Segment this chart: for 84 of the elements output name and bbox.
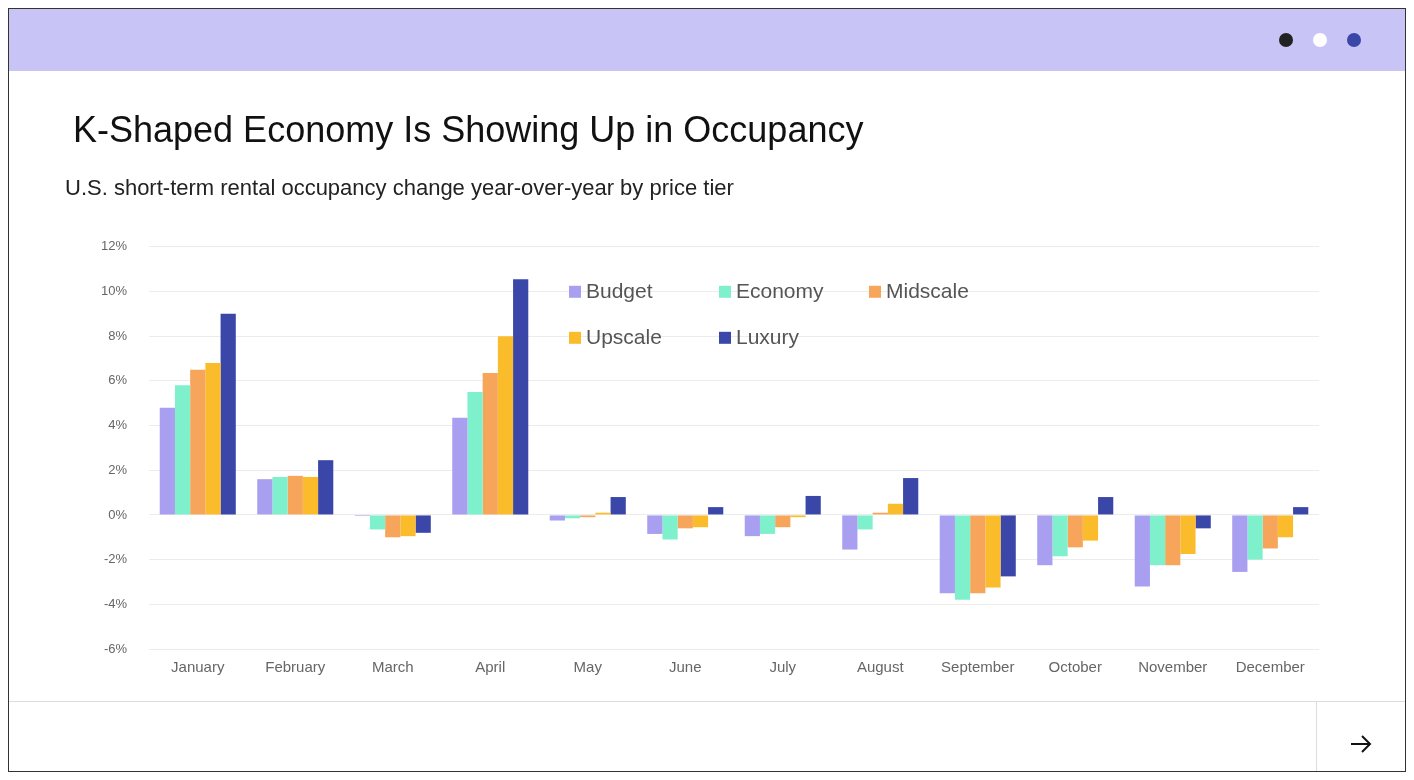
y-tick-label: 4%: [108, 417, 128, 433]
bar: [1180, 515, 1196, 555]
bar: [272, 476, 288, 515]
y-tick-label: 2%: [108, 461, 128, 477]
bar: [1247, 515, 1263, 560]
bar: [1082, 515, 1099, 541]
bar: [1067, 515, 1083, 548]
bar: [805, 495, 821, 515]
x-tick-label: August: [856, 658, 905, 676]
bar: [887, 503, 904, 515]
y-tick-label: -2%: [103, 551, 128, 567]
bar: [1165, 515, 1181, 566]
bar: [1037, 515, 1053, 566]
bar: [1098, 497, 1114, 515]
bar: [452, 417, 468, 515]
x-tick-label: April: [475, 658, 506, 676]
bar: [1232, 515, 1248, 572]
y-tick-label: -6%: [103, 640, 128, 656]
x-tick-label: February: [265, 658, 326, 676]
x-tick-label: March: [371, 658, 414, 676]
y-tick-label: -4%: [103, 595, 128, 611]
x-tick-label: July: [769, 658, 797, 676]
bar: [1262, 515, 1278, 549]
bar: [564, 515, 581, 519]
bar: [190, 369, 206, 515]
bar: [1195, 515, 1211, 529]
bar: [302, 476, 319, 515]
y-tick-label: 6%: [108, 372, 128, 388]
bar: [744, 515, 760, 537]
bar: [159, 407, 175, 515]
bar: [647, 515, 663, 534]
bar: [775, 515, 791, 528]
bar: [467, 392, 483, 515]
bar: [287, 475, 303, 515]
bar: [318, 460, 334, 515]
bar: [482, 373, 498, 515]
legend-label: Budget: [586, 278, 653, 302]
chart-subtitle: U.S. short-term rental occupancy change year-over-year by price tier: [65, 175, 734, 201]
bar: [220, 313, 236, 515]
bar: [692, 515, 709, 528]
bar: [369, 515, 386, 530]
x-tick-label: September: [941, 658, 1015, 676]
bar: [1149, 515, 1166, 566]
bar: [415, 515, 431, 533]
y-tick-label: 10%: [100, 283, 128, 299]
bar: [677, 515, 693, 529]
y-tick-label: 8%: [108, 327, 128, 343]
bar: [1134, 515, 1150, 587]
legend-label: Midscale: [886, 278, 969, 302]
bar: [939, 515, 955, 594]
bar: [257, 479, 273, 515]
bar: [610, 497, 626, 515]
bar: [385, 515, 401, 538]
x-tick-label: June: [668, 658, 702, 676]
bar: [497, 336, 514, 515]
bar: [857, 515, 873, 530]
bar: [174, 385, 191, 515]
bar: [1000, 515, 1016, 577]
legend-label: Upscale: [586, 324, 662, 348]
chart-title: K-Shaped Economy Is Showing Up in Occupancy: [73, 109, 864, 151]
legend-label: Luxury: [736, 324, 800, 348]
x-tick-label: November: [1138, 658, 1208, 676]
x-tick-label: December: [1235, 658, 1305, 676]
bar: [549, 515, 565, 521]
bar: [662, 515, 678, 540]
bar: [1277, 515, 1294, 538]
bar: [1052, 515, 1068, 557]
bar: [1293, 507, 1309, 515]
y-tick-label: 12%: [100, 238, 128, 254]
bar: [842, 515, 858, 550]
x-tick-label: January: [171, 658, 225, 676]
bar: [708, 507, 724, 515]
x-tick-label: May: [573, 658, 603, 676]
bar: [205, 362, 221, 515]
bar: [759, 515, 776, 534]
bar: [513, 279, 529, 515]
bar: [954, 515, 971, 600]
bar: [400, 515, 416, 537]
legend-label: Economy: [736, 278, 825, 302]
x-tick-label: October: [1048, 658, 1102, 676]
bar: [903, 478, 919, 515]
bar: [970, 515, 986, 594]
y-tick-label: 0%: [108, 506, 128, 522]
bar: [985, 515, 1001, 588]
